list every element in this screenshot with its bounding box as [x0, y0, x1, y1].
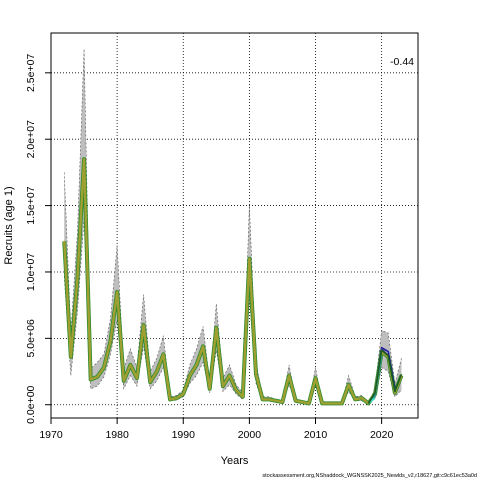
recruits-point	[149, 381, 151, 383]
footer-source: stockassessment.org,NShaddock_WGNSSK2025…	[262, 473, 477, 479]
recruits-point	[175, 397, 178, 399]
recruits-point	[142, 324, 145, 326]
y-tick-label: 1.0e+07	[25, 253, 37, 291]
x-tick-label: 1970	[39, 429, 63, 441]
recruits-line	[63, 157, 403, 405]
x-tick-label: 1990	[172, 429, 196, 441]
recruits-point	[334, 402, 337, 405]
recruits-point	[314, 377, 317, 379]
x-axis: 1970 1980 1990 2000 2010 2020	[39, 418, 393, 441]
recruits-point	[347, 384, 350, 386]
x-tick-label: 2020	[370, 429, 394, 441]
recruits-point	[63, 240, 66, 243]
recruits-point	[354, 398, 356, 401]
recruits-point	[308, 402, 310, 405]
recruits-series	[62, 157, 404, 406]
confidence-bounds	[63, 48, 402, 405]
recruits-point	[136, 377, 138, 379]
upper-bound-line	[63, 48, 402, 404]
recruits-point	[222, 385, 224, 387]
recruits-point	[248, 257, 251, 260]
recruits-point	[275, 399, 277, 402]
recruits-point	[215, 326, 218, 329]
recruits-point	[327, 402, 330, 405]
y-axis-title: Recruits (age 1)	[3, 186, 15, 264]
retro-peel-line	[367, 349, 403, 404]
recruits-point	[294, 399, 297, 402]
y-tick-label: 5.0e+06	[25, 319, 37, 357]
confidence-band-area	[64, 48, 402, 405]
recruits-point	[241, 395, 244, 398]
x-tick-label: 2000	[238, 429, 262, 441]
recruits-point	[255, 373, 257, 375]
retrospective-peels	[367, 346, 403, 405]
x-axis-title: Years	[221, 455, 249, 467]
x-tick-label: 2010	[304, 429, 328, 441]
recruits-point	[169, 398, 171, 401]
recruits-point	[96, 376, 99, 378]
y-tick-label: 1.5e+07	[25, 186, 37, 224]
recruits-point	[182, 393, 185, 395]
recruits-point	[228, 374, 231, 377]
lower-bound-line	[63, 218, 402, 405]
recruits-point	[261, 398, 264, 401]
recruits-point	[103, 366, 105, 369]
recruits-point	[208, 387, 211, 390]
recruits-point	[394, 391, 396, 394]
recruits-point	[116, 291, 118, 293]
recruits-point	[360, 397, 363, 399]
recruits-point	[301, 401, 304, 403]
recruits-point	[76, 277, 79, 280]
recruits-point	[83, 158, 85, 160]
recruits-point	[156, 370, 158, 373]
recruits-point	[89, 378, 92, 381]
confidence-band	[64, 48, 402, 405]
recruits-point	[202, 345, 204, 348]
y-axis: 0.0e+00 5.0e+06 1.0e+07 1.5e+07 2.0e+07 2.5e+…	[25, 54, 51, 424]
x-tick-label: 1980	[105, 429, 129, 441]
recruits-point	[109, 340, 112, 342]
recruits-point	[235, 389, 237, 391]
recruits-point	[195, 364, 198, 366]
recruits-point	[288, 374, 290, 377]
recruits-point	[268, 398, 271, 401]
y-tick-label: 0.0e+00	[25, 385, 37, 423]
recruits-point	[281, 401, 284, 403]
recruits-point	[70, 356, 72, 358]
recruits-point	[341, 402, 343, 405]
recruits-point	[189, 374, 191, 377]
recruits-point	[122, 380, 125, 382]
y-tick-label: 2.5e+07	[25, 54, 37, 92]
rho-annotation: -0.44	[390, 56, 414, 68]
recruits-point	[129, 364, 132, 366]
y-tick-label: 2.0e+07	[25, 120, 37, 158]
recruits-point	[321, 402, 323, 405]
recruits-point	[162, 353, 165, 356]
plot-frame	[50, 32, 419, 419]
